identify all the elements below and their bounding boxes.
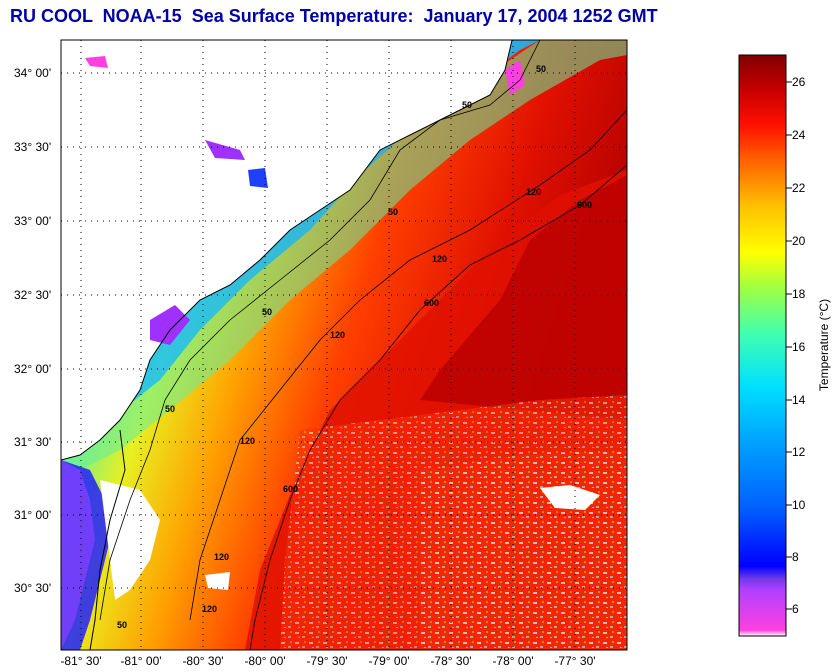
lat-label: 31° 30' xyxy=(14,435,51,449)
isobath-label: 120 xyxy=(526,187,541,197)
isobath-label: 120 xyxy=(240,436,255,446)
lon-label: -80° 30' xyxy=(182,654,223,668)
latitude-labels: 34° 00' 33° 30' 33° 00' 32° 30' 32° 00' … xyxy=(14,66,51,595)
lon-label: -77° 30' xyxy=(554,654,595,668)
lon-label: -79° 00' xyxy=(368,654,409,668)
isobath-labels: 50 50 50 50 50 50 120 120 120 120 120 12… xyxy=(117,64,592,630)
colorbar-tick: 20 xyxy=(792,234,806,248)
lat-label: 30° 30' xyxy=(14,581,51,595)
colorbar-tick: 8 xyxy=(792,550,799,564)
isobath-label: 50 xyxy=(462,100,472,110)
lat-label: 33° 30' xyxy=(14,140,51,154)
lat-label: 32° 30' xyxy=(14,288,51,302)
isobath-label: 50 xyxy=(388,207,398,217)
lat-label: 34° 00' xyxy=(14,66,51,80)
lat-label: 31° 00' xyxy=(14,508,51,522)
colorbar-tick: 10 xyxy=(792,498,806,512)
colorbar: 26 24 22 20 18 16 14 12 10 8 6 Temperatu… xyxy=(738,54,831,637)
lat-label: 32° 00' xyxy=(14,362,51,376)
isobath-label: 120 xyxy=(330,330,345,340)
map-title: RU COOL NOAA-15 Sea Surface Temperature:… xyxy=(10,6,658,26)
colorbar-tick: 22 xyxy=(792,181,806,195)
isobath-label: 600 xyxy=(577,200,592,210)
isobath-label: 120 xyxy=(432,254,447,264)
isobath-label: 600 xyxy=(424,298,439,308)
colorbar-tick: 26 xyxy=(792,75,806,89)
lon-label: -79° 30' xyxy=(306,654,347,668)
lon-label: -81° 00' xyxy=(120,654,161,668)
isobath-label: 50 xyxy=(536,64,546,74)
map-frame xyxy=(60,39,628,651)
isobath-label: 120 xyxy=(214,552,229,562)
longitude-labels: -81° 30' -81° 00' -80° 30' -80° 00' -79°… xyxy=(60,654,595,668)
isobath-label: 50 xyxy=(117,620,127,630)
colorbar-gradient xyxy=(738,54,787,637)
colorbar-tick: 12 xyxy=(792,445,806,459)
isobath-label: 120 xyxy=(202,604,217,614)
colorbar-tick: 24 xyxy=(792,128,806,142)
lon-label: -78° 30' xyxy=(430,654,471,668)
isobath-label: 600 xyxy=(283,484,298,494)
sst-field xyxy=(61,40,627,650)
colorbar-tick: 16 xyxy=(792,340,806,354)
colorbar-tick: 14 xyxy=(792,393,806,407)
isobath-label: 50 xyxy=(262,307,272,317)
colorbar-title: Temperature (°C) xyxy=(817,299,831,391)
colorbar-tick: 6 xyxy=(792,602,799,616)
isobath-label: 50 xyxy=(165,404,175,414)
lon-label: -80° 00' xyxy=(244,654,285,668)
lon-label: -78° 00' xyxy=(492,654,533,668)
lat-label: 33° 00' xyxy=(14,214,51,228)
colorbar-tick: 18 xyxy=(792,287,806,301)
lon-label: -81° 30' xyxy=(60,654,101,668)
